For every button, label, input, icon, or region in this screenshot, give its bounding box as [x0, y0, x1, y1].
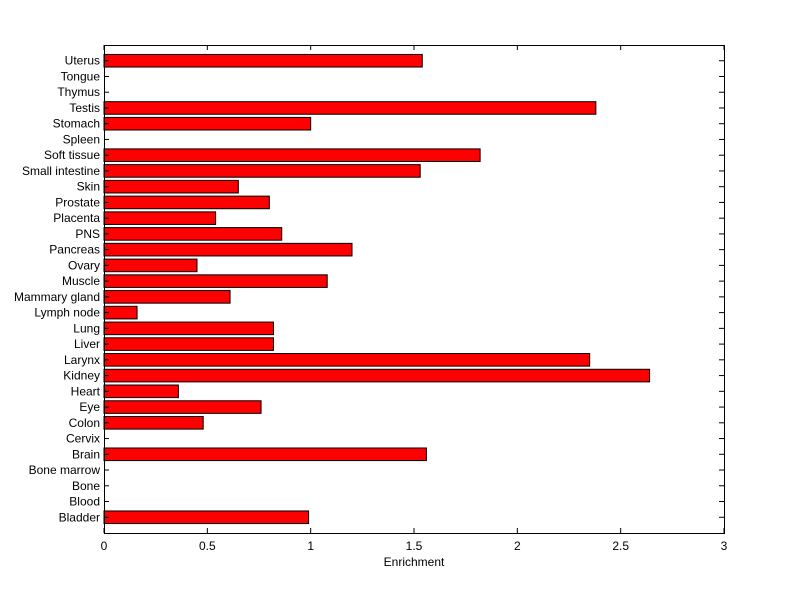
- y-tick-label: Stomach: [53, 117, 100, 131]
- x-tick-label: 2.5: [612, 539, 629, 553]
- y-tick-label: Thymus: [57, 85, 100, 99]
- x-tick-label: 0: [101, 539, 108, 553]
- bar-mammary-gland: [103, 290, 231, 304]
- x-tick-label: 0.5: [199, 539, 216, 553]
- y-tick-label: Muscle: [62, 274, 100, 288]
- bar-soft-tissue: [103, 148, 481, 162]
- x-axis-ticks: 0 0.5 1 1.5 2 2.5 3: [101, 45, 728, 553]
- y-tick-label: Bone: [72, 479, 100, 493]
- bar-liver: [103, 337, 274, 351]
- y-tick-label: Bone marrow: [29, 463, 101, 477]
- bar-placenta: [103, 211, 217, 225]
- bar-muscle: [103, 274, 328, 288]
- bar-pns: [103, 227, 283, 241]
- bar-eye: [103, 400, 262, 414]
- y-tick-label: Skin: [77, 180, 100, 194]
- y-tick-label: Placenta: [53, 211, 100, 225]
- y-tick-label: Pancreas: [49, 243, 100, 257]
- bar-lung: [103, 321, 274, 336]
- x-tick-label: 1: [307, 539, 314, 553]
- y-tick-label: Uterus: [65, 54, 100, 68]
- bar-uterus: [103, 53, 423, 68]
- bar-skin: [103, 179, 239, 194]
- x-tick-label: 3: [721, 539, 728, 553]
- bar-prostate: [103, 195, 270, 210]
- bar-stomach: [103, 116, 312, 131]
- y-tick-label: Cervix: [66, 432, 100, 446]
- bar-pancreas: [103, 242, 353, 257]
- bar-ovary: [103, 258, 198, 273]
- y-tick-label: Soft tissue: [44, 148, 100, 162]
- y-tick-label: Blood: [69, 495, 100, 509]
- bar-colon: [103, 416, 204, 430]
- y-tick-label: Tongue: [61, 69, 101, 83]
- y-tick-label: PNS: [75, 227, 100, 241]
- y-tick-label: Small intestine: [22, 164, 100, 178]
- y-tick-label: Spleen: [63, 132, 100, 146]
- y-tick-label: Lung: [73, 321, 100, 335]
- y-tick-label: Prostate: [55, 195, 100, 209]
- y-tick-label: Lymph node: [34, 306, 100, 320]
- bar-heart: [103, 384, 179, 399]
- y-tick-label: Testis: [69, 101, 100, 115]
- y-tick-label: Mammary gland: [14, 290, 100, 304]
- y-tick-label: Kidney: [63, 369, 100, 383]
- x-tick-label: 2: [514, 539, 521, 553]
- bar-larynx: [103, 353, 591, 367]
- y-tick-label: Ovary: [68, 258, 100, 272]
- x-tick-label: 1.5: [406, 539, 423, 553]
- y-tick-label: Brain: [72, 447, 100, 461]
- bar-kidney: [103, 368, 651, 383]
- y-tick-label: Liver: [74, 337, 100, 351]
- bar-bladder: [103, 510, 310, 525]
- bar-small-intestine: [103, 164, 421, 178]
- y-tick-label: Eye: [79, 400, 100, 414]
- y-tick-label: Heart: [71, 384, 101, 398]
- y-tick-label: Larynx: [64, 353, 100, 367]
- y-tick-label: Colon: [69, 416, 100, 430]
- y-tick-label: Bladder: [59, 510, 100, 524]
- bar-testis: [103, 101, 597, 115]
- x-axis-label: Enrichment: [384, 555, 445, 569]
- bar-brain: [103, 447, 427, 462]
